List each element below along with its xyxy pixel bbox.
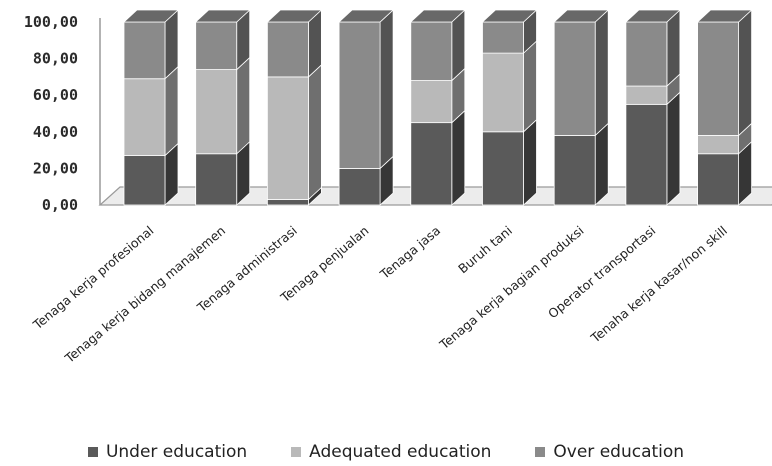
- y-tick-label: 100,00: [24, 13, 78, 31]
- bar-side: [594, 122, 609, 206]
- legend: Under education Adequated education Over e…: [0, 440, 772, 464]
- bar-segment: [625, 85, 668, 105]
- bar-side: [451, 109, 466, 206]
- bar-segment: [410, 21, 453, 81]
- bar-top: [553, 9, 610, 23]
- bar-stack: [338, 9, 395, 206]
- x-tick-label: Tenaga jasa: [376, 223, 443, 282]
- bar-segment: [410, 122, 453, 206]
- bar-segment: [697, 153, 739, 206]
- bar-top: [696, 9, 753, 23]
- x-tick-label: Tenaga kerja profesional: [29, 223, 156, 333]
- y-tick-label: 80,00: [33, 50, 78, 68]
- bar-segment: [482, 131, 524, 206]
- bar-segment: [195, 69, 238, 155]
- bar-segment: [195, 21, 238, 70]
- bar-segment: [123, 78, 166, 156]
- bar-side: [594, 9, 609, 137]
- bar-segment: [410, 80, 453, 124]
- bar-side: [666, 9, 681, 87]
- bar-stack: [194, 9, 251, 206]
- bar-segment: [697, 135, 739, 155]
- y-tick-label: 0,00: [42, 196, 78, 214]
- y-tick-label: 40,00: [33, 123, 78, 141]
- bar-top: [194, 9, 251, 23]
- bar-stack: [266, 9, 323, 206]
- bar-segment: [625, 21, 668, 87]
- x-tick-label: Buruh tani: [455, 223, 515, 277]
- bar-top: [481, 9, 538, 23]
- bar-top: [624, 9, 681, 23]
- x-tick-label: Tenaha kerja kasar/non skill: [587, 223, 730, 346]
- x-tick-label: Tenaga kerja bidang manajemen: [61, 223, 228, 366]
- bar-stack: [409, 9, 466, 206]
- bar-segment: [338, 167, 381, 206]
- x-tick-label: Tenaga kerja bagian produksi: [436, 223, 587, 353]
- y-axis: 0,00 20,00 40,00 60,00 80,00 100,00: [24, 13, 78, 214]
- y-tick-label: 60,00: [33, 86, 78, 104]
- bar-segment: [266, 76, 309, 200]
- bars: [122, 9, 753, 206]
- bar-segment: [697, 21, 739, 136]
- bar-segment: [482, 21, 524, 54]
- bar-segment: [553, 135, 596, 206]
- bar-segment: [625, 103, 668, 206]
- bar-side: [164, 65, 179, 157]
- legend-swatch: [291, 447, 302, 457]
- legend-label: Over education: [553, 442, 685, 462]
- bar-side: [523, 118, 537, 206]
- bar-segment: [266, 21, 309, 78]
- bar-side: [236, 56, 251, 155]
- bar-stack: [624, 9, 681, 206]
- bar-side: [307, 63, 322, 201]
- legend-item: Over education: [535, 440, 684, 464]
- legend-swatch: [535, 447, 546, 457]
- bar-top: [266, 9, 323, 23]
- legend-label: Under education: [105, 442, 248, 462]
- bar-segment: [123, 21, 166, 80]
- legend-swatch: [87, 447, 98, 457]
- legend-item: Under education: [87, 440, 248, 464]
- bar-stack: [122, 9, 180, 206]
- bar-side: [523, 40, 537, 133]
- bar-stack: [696, 9, 753, 206]
- bar-side: [666, 91, 681, 206]
- bar-top: [409, 9, 466, 23]
- stacked-bar-chart: 0,00 20,00 40,00 60,00 80,00 100,00 Tenaga ke…: [24, 9, 772, 366]
- bar-segment: [338, 21, 381, 169]
- legend-item: Adequated education: [291, 440, 491, 464]
- legend-label: Adequated education: [309, 442, 492, 462]
- bar-segment: [553, 21, 596, 136]
- bar-segment: [123, 155, 166, 206]
- bar-side: [738, 9, 752, 137]
- bar-segment: [195, 153, 238, 206]
- bar-stack: [481, 9, 538, 206]
- bar-side: [379, 9, 394, 170]
- bar-top: [122, 9, 180, 23]
- bar-segment: [482, 52, 524, 133]
- bar-segment: [266, 199, 309, 206]
- bar-top: [338, 9, 395, 23]
- y-tick-label: 20,00: [33, 159, 78, 177]
- bar-stack: [553, 9, 610, 206]
